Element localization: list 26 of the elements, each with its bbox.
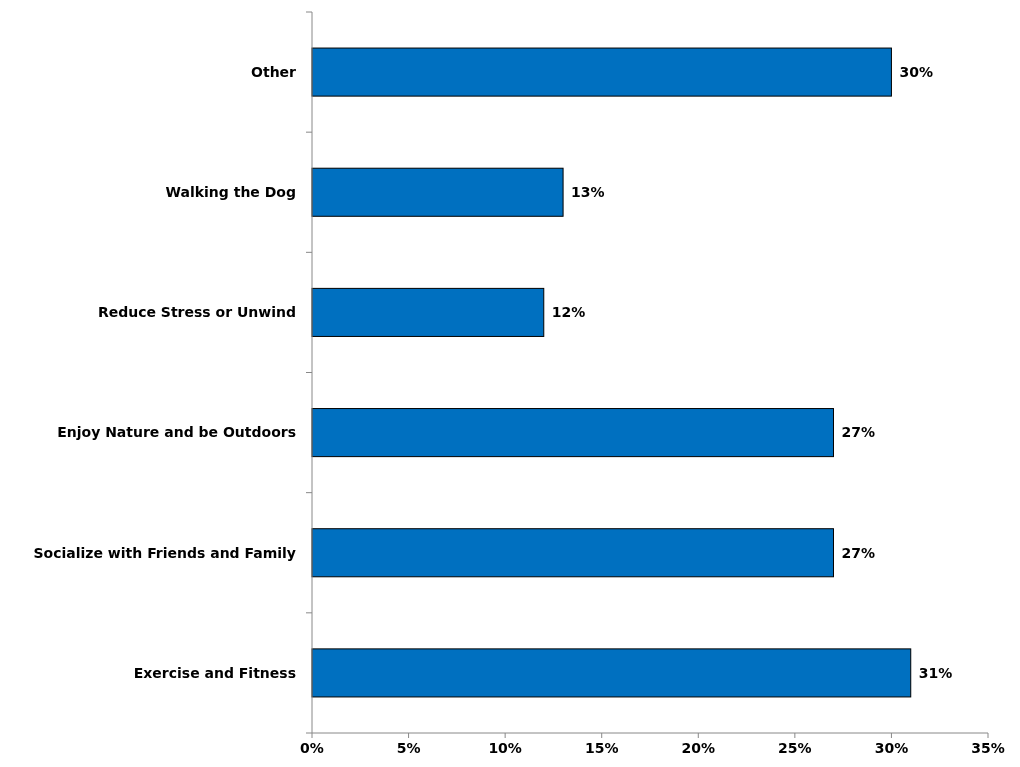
y-tick-label: Reduce Stress or Unwind — [97, 304, 296, 321]
data-label: 13% — [571, 184, 605, 201]
data-label: 30% — [899, 63, 933, 80]
x-tick-label: 10% — [488, 740, 522, 756]
y-tick-label: Enjoy Nature and be Outdoors — [57, 424, 296, 441]
x-tick-label: 5% — [396, 740, 421, 756]
x-tick-label: 30% — [874, 740, 909, 756]
x-tick-label: 15% — [584, 740, 619, 756]
y-tick-label: Walking the Dog — [165, 184, 296, 201]
bar — [311, 47, 892, 97]
y-tick-label: Socialize with Friends and Family — [33, 544, 296, 561]
bar — [311, 408, 834, 458]
data-label: 12% — [551, 304, 586, 321]
bar — [311, 167, 564, 217]
y-tick-label: Other — [251, 63, 297, 80]
bar — [311, 528, 834, 578]
bar — [311, 648, 912, 698]
bar — [311, 287, 545, 337]
data-label: 27% — [841, 424, 875, 441]
x-tick-label: 25% — [778, 740, 812, 756]
x-tick-label: 35% — [971, 740, 1005, 756]
x-tick-label: 0% — [300, 740, 324, 756]
y-tick-label: Exercise and Fitness — [133, 664, 296, 681]
x-tick-label: 20% — [681, 740, 716, 756]
data-label: 27% — [841, 544, 875, 561]
data-label: 31% — [918, 664, 953, 681]
